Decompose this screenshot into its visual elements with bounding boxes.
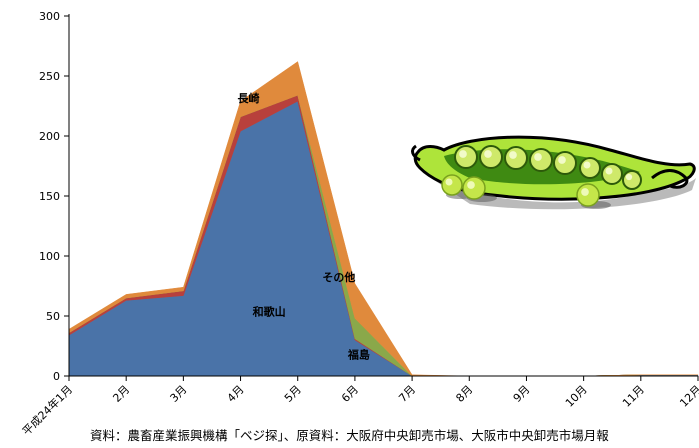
pea-highlight-1 xyxy=(484,150,492,158)
y-tick-label-5: 250 xyxy=(39,70,60,83)
pea-3 xyxy=(529,148,553,172)
pea-highlight-3 xyxy=(534,153,542,161)
pea-0 xyxy=(454,145,478,169)
source-note: 資料：農畜産業振興機構「ベジ探」、原資料：大阪府中央卸売市場、大阪市中央卸売市場… xyxy=(90,428,609,443)
x-tick-label-3: 4月 xyxy=(225,383,247,405)
axes xyxy=(64,14,699,381)
pea-pod-illustration xyxy=(411,135,696,210)
y-tick-label-3: 150 xyxy=(39,190,60,203)
pea-pod-stem xyxy=(411,144,421,162)
area-label-3: その他 xyxy=(322,270,355,284)
x-tick-label-10: 11月 xyxy=(620,383,647,410)
pea-6 xyxy=(601,163,623,185)
x-tick-label-5: 6月 xyxy=(339,383,361,405)
peas xyxy=(441,145,642,209)
pea-4 xyxy=(553,151,577,175)
y-tick-label-1: 50 xyxy=(46,310,60,323)
pea-highlight-4 xyxy=(558,156,566,164)
pea-5 xyxy=(579,157,601,179)
pea-highlight-0 xyxy=(459,150,467,158)
x-tick-label-2: 3月 xyxy=(168,383,190,405)
area-label-1: 長崎 xyxy=(238,91,260,105)
pea-highlight-2 xyxy=(509,151,517,159)
y-tick-label-0: 0 xyxy=(53,370,60,383)
y-tick-label-2: 100 xyxy=(39,250,60,263)
area-series-3 xyxy=(68,61,698,377)
series-areas xyxy=(68,61,699,377)
x-tick-label-7: 8月 xyxy=(453,383,475,405)
x-tick-label-11: 12月 xyxy=(677,383,699,410)
area-label-2: 福島 xyxy=(347,348,370,362)
y-tick-label-6: 300 xyxy=(39,10,60,23)
loose-pea-2 xyxy=(576,183,600,207)
x-tick-label-0: 平成24年1月 xyxy=(19,382,75,438)
x-tick-label-9: 10月 xyxy=(563,383,590,410)
loose-pea-highlight-0 xyxy=(445,178,453,186)
x-tick-label-6: 7月 xyxy=(396,383,418,405)
x-tick-label-4: 5月 xyxy=(282,383,304,405)
pea-highlight-7 xyxy=(625,173,633,181)
pea-highlight-6 xyxy=(605,167,613,175)
y-tick-labels: 0 50 100 150 200 250 300 xyxy=(39,10,60,383)
pea-2 xyxy=(504,146,528,170)
pea-pod-tail xyxy=(651,169,689,189)
loose-pea-1 xyxy=(462,176,486,200)
pea-7 xyxy=(622,170,642,190)
x-tick-label-8: 9月 xyxy=(511,383,533,405)
y-tick-label-4: 200 xyxy=(39,130,60,143)
pea-1 xyxy=(479,145,503,169)
x-tick-label-1: 2月 xyxy=(110,383,132,405)
pea-pod-shadow xyxy=(428,176,696,210)
pea-highlight-5 xyxy=(583,161,591,169)
area-label-0: 和歌山 xyxy=(253,305,286,319)
loose-pea-highlight-1 xyxy=(467,181,475,189)
loose-pea-0 xyxy=(441,174,463,196)
loose-pea-highlight-2 xyxy=(581,188,589,196)
